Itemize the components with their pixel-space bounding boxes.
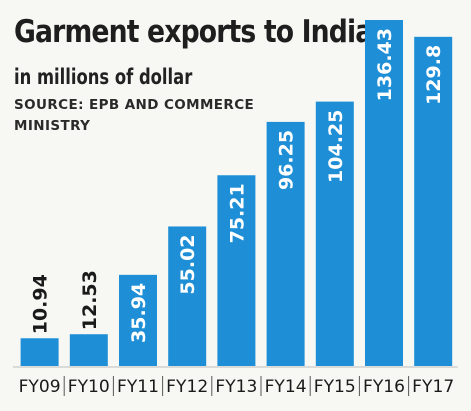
- bar-fy13: [217, 175, 256, 366]
- bar-fy10: [69, 334, 108, 366]
- category-label-fy16: FY16: [363, 377, 405, 397]
- value-label-fy11: 35.94: [128, 283, 150, 343]
- chart-title: Garment exports to India: [14, 14, 373, 50]
- bar-fy15: [315, 101, 354, 367]
- category-label-fy13: FY13: [215, 377, 257, 397]
- bar-fy14: [266, 121, 305, 367]
- category-label-fy10: FY10: [68, 377, 110, 397]
- chart-source: SOURCE: EPB AND COMMERCE MINISTRY: [14, 97, 255, 134]
- category-label-fy14: FY14: [265, 377, 307, 397]
- value-label-fy14: 96.25: [276, 130, 298, 190]
- chart-subtitle: in millions of dollar: [14, 65, 193, 89]
- bar-fy12: [168, 226, 207, 366]
- category-label-fy15: FY15: [314, 377, 356, 397]
- value-label-fy13: 75.21: [226, 183, 248, 243]
- value-label-fy16: 136.43: [374, 28, 396, 101]
- value-label-fy12: 55.02: [177, 234, 199, 294]
- value-label-fy15: 104.25: [325, 110, 347, 183]
- bar-fy17: [414, 36, 453, 367]
- category-label-fy09: FY09: [19, 377, 61, 397]
- bar-fy11: [119, 274, 157, 366]
- category-label-fy17: FY17: [412, 377, 454, 397]
- category-label-fy12: FY12: [166, 377, 208, 397]
- bar-fy09: [20, 338, 59, 366]
- value-label-fy09: 10.94: [30, 274, 52, 334]
- bar-fy16: [365, 20, 403, 366]
- value-label-fy10: 12.53: [79, 270, 101, 330]
- category-label-fy11: FY11: [117, 377, 159, 397]
- value-label-fy17: 129.8: [423, 45, 445, 105]
